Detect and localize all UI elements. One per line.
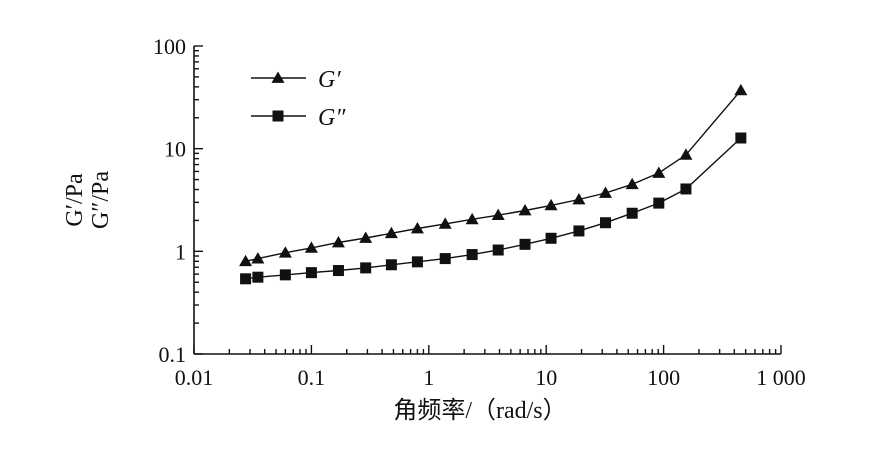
data-point bbox=[491, 208, 505, 221]
legend-item: G″ bbox=[251, 105, 346, 131]
x-tick-label: 10 bbox=[535, 365, 557, 390]
data-point bbox=[439, 253, 451, 265]
data-point bbox=[573, 225, 585, 237]
legend-marker bbox=[271, 71, 285, 83]
y-tick-label: 1 bbox=[175, 239, 186, 264]
data-point bbox=[384, 226, 398, 239]
y-axis-title-line-2: G″/Pa bbox=[88, 171, 114, 229]
data-point bbox=[544, 198, 558, 211]
data-point bbox=[359, 231, 373, 243]
data-point bbox=[385, 259, 397, 271]
series-layer bbox=[239, 83, 748, 285]
data-point bbox=[240, 273, 252, 285]
data-point bbox=[600, 217, 612, 229]
y-tick-label: 10 bbox=[164, 137, 186, 162]
data-point bbox=[251, 252, 265, 264]
x-tick-label: 0.01 bbox=[175, 365, 214, 390]
data-point bbox=[625, 177, 639, 190]
data-point bbox=[438, 217, 452, 229]
data-point bbox=[735, 132, 747, 144]
data-point bbox=[599, 186, 613, 198]
series-g-prime bbox=[239, 83, 748, 267]
legend-marker bbox=[272, 110, 284, 122]
data-point bbox=[332, 265, 344, 277]
data-point bbox=[279, 269, 291, 281]
data-point bbox=[492, 244, 504, 256]
legend: G′ G″ bbox=[251, 67, 346, 131]
data-point bbox=[518, 203, 532, 216]
data-point bbox=[331, 235, 345, 248]
data-point bbox=[360, 262, 372, 274]
legend-item: G′ bbox=[251, 67, 341, 93]
data-point bbox=[305, 267, 317, 279]
data-point bbox=[411, 256, 423, 268]
y-tick-label: 0.1 bbox=[159, 342, 187, 367]
data-point bbox=[304, 241, 318, 253]
data-point bbox=[679, 148, 693, 160]
legend-label: G″ bbox=[318, 105, 346, 131]
x-tick-label: 1 bbox=[423, 365, 434, 390]
data-point bbox=[466, 249, 478, 261]
legend-label: G′ bbox=[318, 67, 341, 93]
data-point bbox=[652, 166, 666, 178]
data-point bbox=[519, 238, 531, 250]
data-point bbox=[653, 197, 665, 209]
data-point bbox=[239, 254, 253, 267]
x-tick-label: 1 000 bbox=[756, 365, 806, 390]
x-tick-label: 100 bbox=[647, 365, 680, 390]
x-tick-label: 0.1 bbox=[298, 365, 326, 390]
series-g-double-prime bbox=[240, 132, 747, 285]
x-axis-title: 角频率/（rad/s） bbox=[393, 397, 566, 424]
y-axis-title-line-1: G′/Pa bbox=[62, 173, 88, 227]
series-line bbox=[245, 137, 742, 280]
data-point bbox=[680, 183, 692, 195]
data-point bbox=[626, 207, 638, 219]
data-point bbox=[545, 232, 557, 244]
data-point bbox=[252, 271, 264, 283]
y-tick-label: 100 bbox=[153, 34, 186, 59]
data-point bbox=[734, 83, 748, 96]
data-point bbox=[278, 246, 292, 258]
y-axis-title: G′/Pa G″/Pa bbox=[62, 171, 114, 229]
data-point bbox=[465, 212, 479, 225]
data-point bbox=[572, 192, 586, 205]
data-point bbox=[410, 221, 424, 234]
